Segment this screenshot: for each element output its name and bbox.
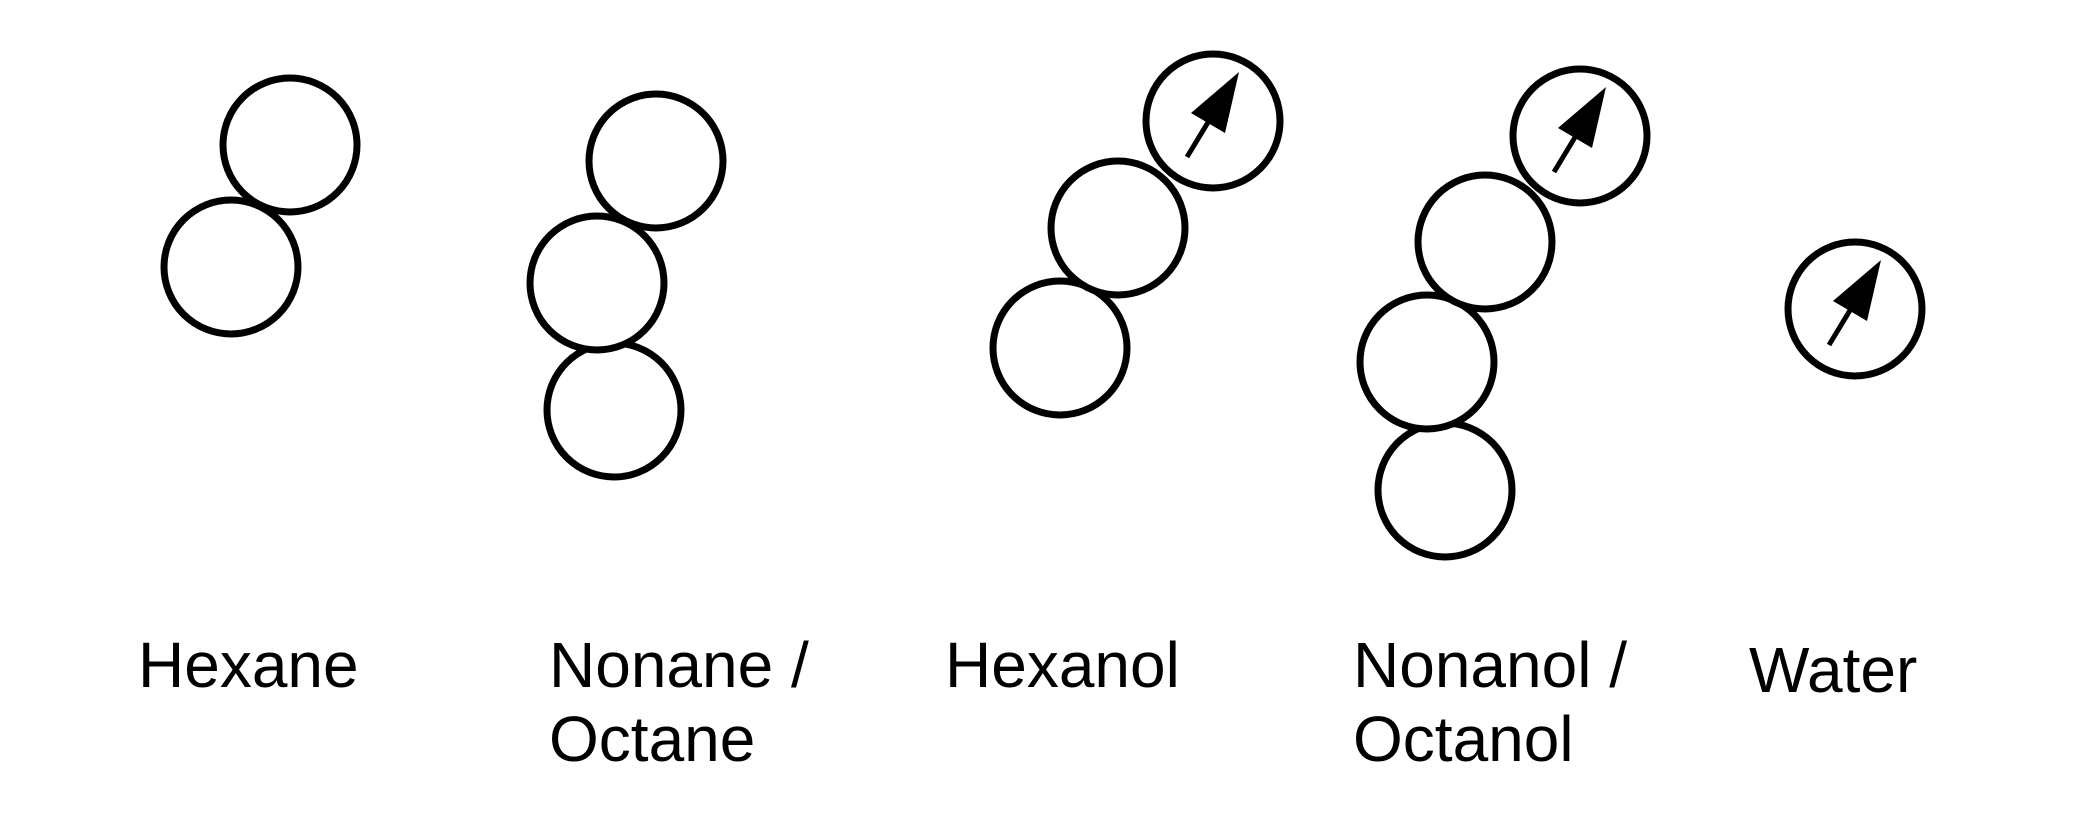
dipole-arrow-icon [1551, 87, 1606, 174]
molecule-hexane [160, 74, 361, 338]
molecule-hexanol [989, 50, 1284, 419]
dipole-arrow-head [1191, 72, 1239, 133]
label-nonanol-octanol-line-1: Nonanol / [1353, 629, 1627, 701]
label-nonanol-octanol: Nonanol / Octanol [1353, 628, 1627, 776]
label-hexanol-line-1: Hexanol [945, 629, 1180, 701]
label-water-line-1: Water [1749, 634, 1918, 706]
nonanol-bead-circle [1374, 419, 1516, 561]
nonane-bead-1 [585, 90, 727, 232]
nonanol-bead-circle [1356, 291, 1498, 433]
hexane-bead-2 [160, 196, 302, 338]
label-nonane-octane-line-1: Nonane / [549, 629, 809, 701]
molecule-water [1784, 238, 1926, 380]
dipole-arrow-icon [1826, 260, 1881, 347]
label-hexanol: Hexanol [945, 628, 1180, 702]
nonanol-bead-4 [1374, 419, 1516, 561]
water-bead-1-polar [1784, 238, 1926, 380]
hexanol-bead-circle [1047, 157, 1189, 299]
nonane-bead-circle [543, 339, 685, 481]
nonane-bead-circle [526, 212, 668, 354]
hexanol-bead-3 [989, 277, 1131, 419]
nonane-bead-3 [543, 339, 685, 481]
hexane-bead-circle [160, 196, 302, 338]
nonanol-bead-circle [1414, 171, 1556, 313]
hexane-bead-1 [219, 74, 361, 216]
molecule-nonane [526, 90, 727, 481]
dipole-arrow-shaft [1826, 305, 1855, 347]
hexanol-bead-1-polar [1142, 50, 1284, 192]
dipole-arrow-shaft [1551, 132, 1580, 174]
hexanol-bead-2 [1047, 157, 1189, 299]
dipole-arrow-icon [1184, 72, 1239, 159]
nonanol-bead-3 [1356, 291, 1498, 433]
dipole-arrow-head [1833, 260, 1881, 321]
label-nonane-octane: Nonane / Octane [549, 628, 809, 776]
dipole-arrow-shaft [1184, 117, 1213, 159]
label-hexane-line-1: Hexane [138, 629, 359, 701]
molecule-nonanol [1356, 65, 1651, 561]
hexanol-bead-circle [989, 277, 1131, 419]
nonane-bead-2 [526, 212, 668, 354]
label-nonane-octane-line-2: Octane [549, 703, 756, 775]
label-nonanol-octanol-line-2: Octanol [1353, 703, 1574, 775]
dipole-arrow-head [1558, 87, 1606, 148]
label-water: Water [1749, 633, 1917, 707]
hexane-bead-circle [219, 74, 361, 216]
nonanol-bead-2 [1414, 171, 1556, 313]
label-hexane: Hexane [138, 628, 359, 702]
nonanol-bead-1-polar [1509, 65, 1651, 207]
nonane-bead-circle [585, 90, 727, 232]
